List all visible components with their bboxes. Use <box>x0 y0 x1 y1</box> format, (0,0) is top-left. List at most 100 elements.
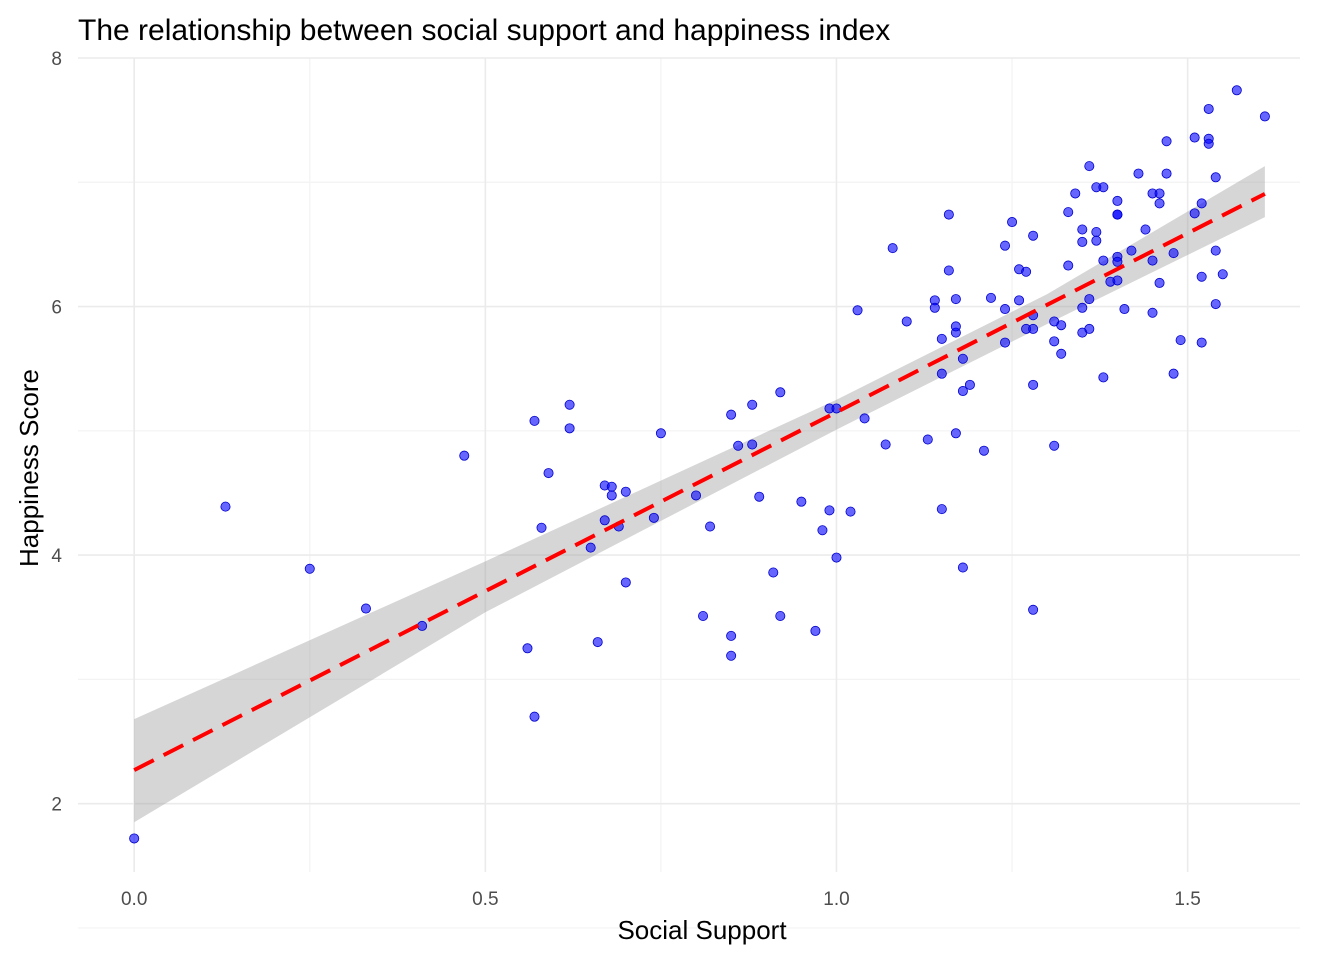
data-point <box>1007 217 1018 228</box>
data-point <box>1049 336 1060 347</box>
data-point <box>655 428 666 439</box>
data-point <box>950 428 961 439</box>
data-point <box>1119 304 1130 315</box>
y-tick-label: 6 <box>51 298 62 319</box>
data-point <box>220 501 231 512</box>
data-point <box>726 409 737 420</box>
data-point <box>1084 294 1095 305</box>
data-point <box>852 305 863 316</box>
data-point <box>733 440 744 451</box>
data-point <box>775 387 786 398</box>
data-point <box>950 321 961 332</box>
data-point <box>1196 198 1207 209</box>
data-point <box>1196 271 1207 282</box>
data-point <box>1049 440 1060 451</box>
data-point <box>1077 224 1088 235</box>
data-point <box>1028 323 1039 334</box>
data-point <box>620 486 631 497</box>
data-point <box>824 505 835 516</box>
x-tick-label: 1.0 <box>823 889 849 910</box>
data-point <box>459 450 470 461</box>
data-point <box>304 563 315 574</box>
y-tick-label: 8 <box>51 49 62 70</box>
data-point <box>691 490 702 501</box>
data-point <box>775 610 786 621</box>
data-point <box>1077 302 1088 313</box>
data-point <box>957 353 968 364</box>
data-point <box>1133 168 1144 179</box>
data-point <box>1112 209 1123 220</box>
data-point <box>1154 198 1165 209</box>
data-point <box>1126 245 1137 256</box>
data-point <box>606 490 617 501</box>
data-point <box>1063 260 1074 271</box>
data-point <box>1168 248 1179 259</box>
data-point <box>817 525 828 536</box>
data-point <box>1154 277 1165 288</box>
data-point <box>1210 299 1221 310</box>
data-point <box>768 567 779 578</box>
data-point <box>1028 230 1039 241</box>
data-point <box>943 209 954 220</box>
data-point <box>796 496 807 507</box>
data-point <box>726 630 737 641</box>
data-point <box>1056 320 1067 331</box>
data-point <box>1154 188 1165 199</box>
data-point <box>929 302 940 313</box>
data-point <box>810 625 821 636</box>
data-point <box>1203 103 1214 114</box>
data-point <box>978 445 989 456</box>
data-point <box>1084 161 1095 172</box>
data-point <box>1021 266 1032 277</box>
data-point <box>129 833 140 844</box>
data-point <box>1231 85 1242 96</box>
data-point <box>957 562 968 573</box>
data-point <box>1161 168 1172 179</box>
data-point <box>543 468 554 479</box>
data-point <box>1203 138 1214 149</box>
data-point <box>936 333 947 344</box>
data-point <box>529 711 540 722</box>
x-tick-label: 1.5 <box>1174 889 1200 910</box>
data-point <box>1091 235 1102 246</box>
y-tick-label: 2 <box>51 795 62 816</box>
data-point <box>754 491 765 502</box>
chart-title: The relationship between social support … <box>78 14 890 47</box>
data-point <box>831 552 842 563</box>
data-point <box>1259 111 1270 122</box>
data-point <box>859 413 870 424</box>
data-point <box>536 522 547 533</box>
data-point <box>1028 604 1039 615</box>
data-point <box>1112 195 1123 206</box>
data-point <box>1217 269 1228 280</box>
data-point <box>887 243 898 254</box>
data-point <box>943 265 954 276</box>
data-point <box>564 423 575 434</box>
data-point <box>950 294 961 305</box>
data-point <box>1147 307 1158 318</box>
data-point <box>592 637 603 648</box>
data-point <box>522 643 533 654</box>
data-point <box>1098 372 1109 383</box>
data-point <box>1084 323 1095 334</box>
data-point <box>1000 304 1011 315</box>
data-point <box>880 439 891 450</box>
data-point <box>1077 236 1088 247</box>
data-point <box>1028 379 1039 390</box>
data-point <box>417 620 428 631</box>
data-point <box>648 512 659 523</box>
data-point <box>936 504 947 515</box>
data-point <box>936 368 947 379</box>
data-point <box>1091 226 1102 237</box>
x-tick-label: 0.0 <box>121 889 147 910</box>
regression-line <box>133 192 1266 772</box>
data-point <box>1161 136 1172 147</box>
data-point <box>1014 295 1025 306</box>
data-point <box>1112 275 1123 286</box>
data-point <box>1196 337 1207 348</box>
grid-lines <box>78 57 1300 929</box>
data-point <box>922 434 933 445</box>
data-point <box>1070 188 1081 199</box>
x-axis-title: Social Support <box>617 915 787 945</box>
